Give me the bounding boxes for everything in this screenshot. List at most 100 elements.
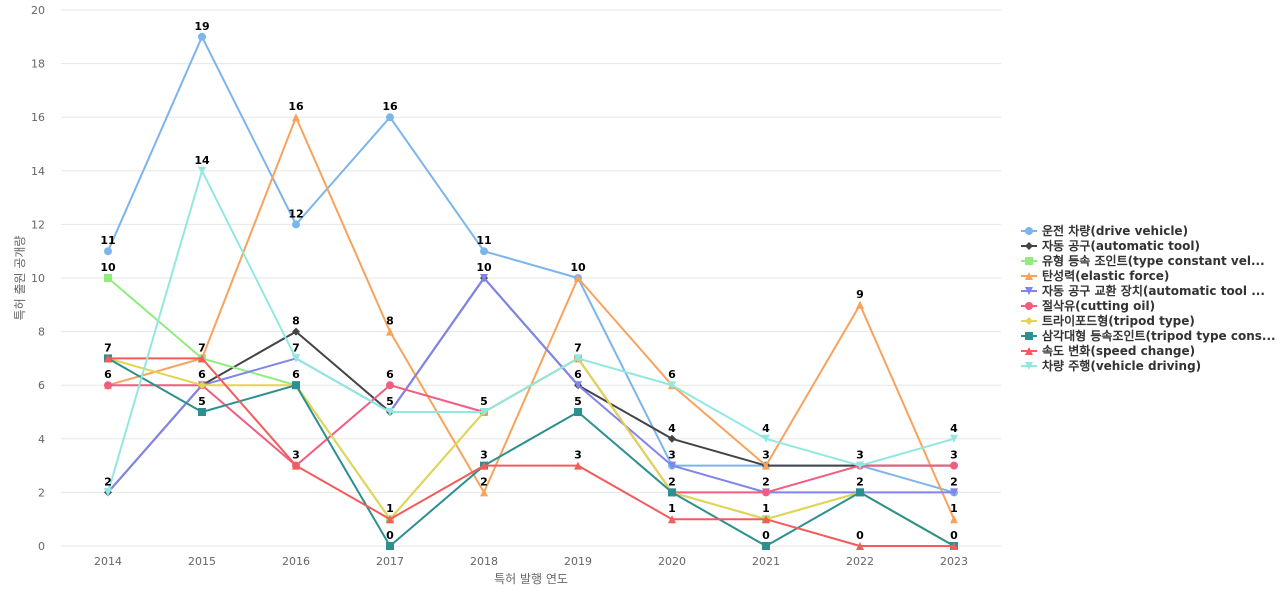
data-label: 5: [198, 395, 206, 408]
data-label: 2: [668, 475, 676, 488]
data-point: [292, 220, 300, 229]
y-axis-title: 특허 출원 공개량: [13, 236, 27, 321]
data-label: 4: [668, 422, 676, 435]
legend-item[interactable]: 삼각대형 등속조인트(tripod type cons...: [1021, 328, 1276, 343]
x-tick-label: 2018: [470, 555, 498, 568]
x-tick-label: 2022: [846, 555, 874, 568]
data-point: [668, 434, 676, 443]
legend-marker: [1025, 242, 1033, 250]
data-point: [480, 461, 488, 470]
y-tick-label: 0: [38, 540, 45, 553]
data-point: [574, 354, 582, 363]
x-tick-label: 2014: [94, 555, 122, 568]
data-label: 12: [288, 207, 303, 220]
legend: 운전 차량(drive vehicle)자동 공구(automatic tool…: [1021, 223, 1276, 373]
x-tick-label: 2015: [188, 555, 216, 568]
x-tick-label: 2016: [282, 555, 310, 568]
data-label: 0: [950, 529, 958, 542]
data-label: 5: [386, 395, 394, 408]
y-tick-label: 20: [31, 4, 45, 17]
series-line: [107, 277, 955, 547]
data-label: 9: [856, 288, 864, 301]
legend-item[interactable]: 차량 주행(vehicle driving): [1021, 358, 1201, 373]
data-label: 4: [950, 422, 958, 435]
data-label: 11: [476, 234, 491, 247]
data-label: 0: [386, 529, 394, 542]
legend-item[interactable]: 트라이포드형(tripod type): [1021, 313, 1195, 328]
data-point: [104, 247, 112, 256]
data-point: [856, 542, 864, 550]
legend-item[interactable]: 자동 공구(automatic tool): [1021, 238, 1200, 253]
data-label: 5: [574, 395, 582, 408]
data-label: 2: [950, 475, 958, 488]
x-tick-label: 2017: [376, 555, 404, 568]
series-line: [107, 357, 955, 547]
data-point: [292, 461, 300, 470]
data-label: 0: [856, 529, 864, 542]
y-tick-label: 4: [38, 433, 45, 446]
data-point: [950, 542, 958, 550]
data-point: [292, 381, 300, 390]
data-point: [198, 32, 206, 41]
legend-item[interactable]: 운전 차량(drive vehicle): [1021, 223, 1188, 238]
data-point: [762, 434, 770, 443]
legend-label: 운전 차량(drive vehicle): [1042, 223, 1188, 238]
data-label: 3: [856, 449, 864, 462]
data-point: [198, 354, 206, 363]
data-label: 6: [104, 368, 112, 381]
data-point: [386, 408, 394, 416]
data-point: [856, 461, 864, 470]
data-label: 16: [288, 100, 304, 113]
legend-marker: [1025, 332, 1033, 340]
data-point: [574, 408, 582, 416]
data-label: 7: [198, 341, 206, 354]
legend-item[interactable]: 탄성력(elastic force): [1021, 268, 1169, 283]
data-point: [292, 327, 300, 336]
legend-label: 속도 변화(speed change): [1042, 343, 1195, 358]
legend-item[interactable]: 속도 변화(speed change): [1021, 343, 1195, 358]
series-line: [107, 35, 955, 494]
data-point: [856, 488, 864, 497]
data-label: 4: [762, 422, 770, 435]
legend-label: 자동 공구(automatic tool): [1042, 238, 1200, 253]
data-point: [668, 488, 676, 497]
data-point: [104, 354, 112, 363]
data-label: 7: [292, 341, 300, 354]
data-point: [480, 488, 488, 497]
data-point: [292, 354, 300, 363]
data-labels: 1110762191476516128763168651011105321076…: [100, 20, 958, 542]
series-lines: [104, 32, 958, 550]
legend-item[interactable]: 자동 공구 교환 장치(automatic tool ...: [1021, 283, 1265, 298]
x-axis-ticks: 2014 2015 2016 2017 2018 2019 2020 2021 2022 2023: [94, 555, 968, 568]
y-tick-label: 14: [31, 165, 45, 178]
legend-label: 유형 등속 조인트(type constant vel...: [1042, 253, 1265, 268]
data-point: [574, 381, 582, 390]
legend-label: 자동 공구 교환 장치(automatic tool ...: [1042, 283, 1265, 298]
data-label: 1: [668, 502, 676, 515]
data-label: 3: [762, 449, 770, 462]
y-tick-label: 2: [38, 486, 45, 499]
data-label: 1: [762, 502, 770, 515]
data-label: 10: [100, 261, 116, 274]
legend-marker: [1025, 257, 1033, 265]
data-label: 10: [476, 261, 492, 274]
legend-item[interactable]: 유형 등속 조인트(type constant vel...: [1021, 253, 1265, 268]
legend-marker: [1025, 362, 1033, 370]
data-point: [762, 542, 770, 550]
data-point: [668, 515, 676, 524]
data-point: [950, 488, 958, 497]
data-point: [950, 515, 958, 524]
data-label: 2: [856, 475, 864, 488]
data-label: 14: [194, 154, 210, 167]
data-label: 1: [950, 502, 958, 515]
y-tick-label: 6: [38, 379, 45, 392]
x-tick-label: 2020: [658, 555, 686, 568]
data-point: [198, 408, 206, 416]
legend-item[interactable]: 절삭유(cutting oil): [1021, 298, 1155, 313]
series-0: [104, 32, 958, 497]
y-tick-label: 8: [38, 326, 45, 339]
data-point: [762, 461, 770, 470]
legend-marker: [1025, 347, 1033, 355]
legend-marker: [1025, 227, 1033, 235]
